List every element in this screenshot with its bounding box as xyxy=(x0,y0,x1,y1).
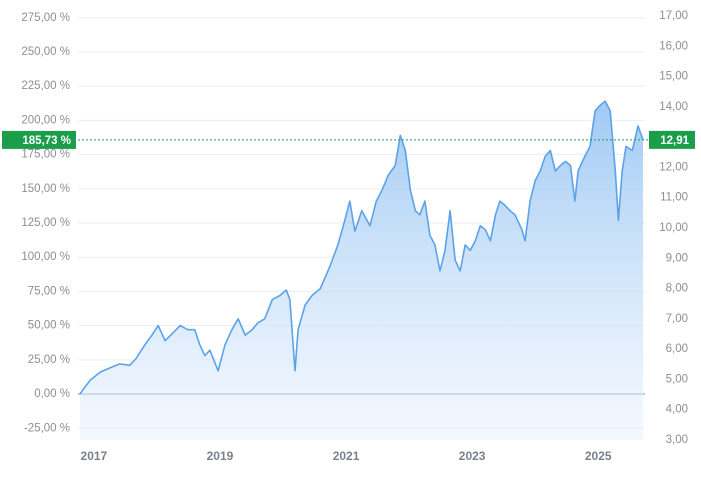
y2-tick-label: 11,00 xyxy=(660,192,688,204)
current-badge-y2 xyxy=(649,130,695,149)
y2-tick-label: 6,00 xyxy=(666,343,688,355)
y2-tick-label: 9,00 xyxy=(666,252,688,264)
y-tick-label: 25,00 % xyxy=(28,354,70,366)
y2-tick-label: 15,00 xyxy=(659,71,688,83)
y-tick-label: 275,00 % xyxy=(21,12,70,24)
y2-tick-label: 12,00 xyxy=(659,161,688,173)
y2-tick-label: 8,00 xyxy=(666,283,688,295)
current-label: 185,73 % xyxy=(22,135,71,147)
y-tick-label: -25,00 % xyxy=(24,422,70,434)
y2-tick-label: 7,00 xyxy=(666,313,688,325)
current-badge xyxy=(2,130,76,149)
y-tick-label: 100,00 % xyxy=(21,251,70,263)
y2-tick-label: 14,00 xyxy=(659,101,688,113)
y-tick-label: 200,00 % xyxy=(21,114,70,126)
y2-tick-label: 10,00 xyxy=(659,222,688,234)
area-fill xyxy=(80,101,643,440)
y2-tick-label: 16,00 xyxy=(659,40,688,52)
current-label-y2: 12,91 xyxy=(660,135,689,147)
y-tick-label: 175,00 % xyxy=(21,149,70,161)
y-tick-label: 0,00 % xyxy=(34,388,70,400)
x-tick-label: 2021 xyxy=(333,449,360,463)
y-tick-label: 150,00 % xyxy=(21,183,70,195)
x-tick-label: 2025 xyxy=(585,449,612,463)
y-tick-label: 75,00 % xyxy=(28,285,70,297)
y-tick-label: 250,00 % xyxy=(21,46,70,58)
x-tick-label: 2019 xyxy=(207,449,234,463)
y-tick-label: 125,00 % xyxy=(21,217,70,229)
y2-tick-label: 3,00 xyxy=(666,434,688,446)
line xyxy=(79,100,644,395)
y-tick-label: 50,00 % xyxy=(28,320,70,332)
y2-tick-label: 4,00 xyxy=(666,404,688,416)
y-tick-label: 225,00 % xyxy=(21,80,70,92)
x-tick-label: 2023 xyxy=(459,449,486,463)
x-tick-label: 2017 xyxy=(81,449,108,463)
y2-tick-label: 5,00 xyxy=(666,373,688,385)
y2-tick-label: 17,00 xyxy=(659,10,688,22)
